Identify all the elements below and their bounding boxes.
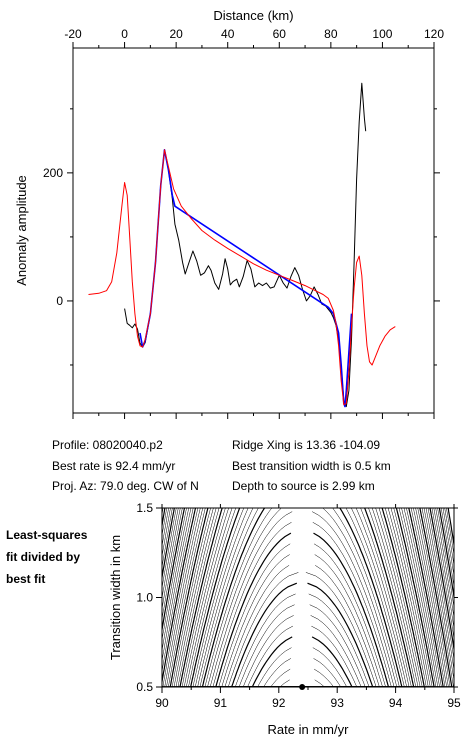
misfit-contour (201, 508, 403, 687)
x-tick-label: 60 (273, 27, 287, 41)
x-tick-label: 80 (324, 27, 338, 41)
source-depth-label: Depth to source is 2.99 km (232, 479, 375, 493)
model-fit-line (139, 149, 353, 408)
x-tick-label: 0 (121, 27, 128, 41)
y-tick-label: 0.5 (136, 680, 153, 694)
misfit-contour (162, 508, 454, 687)
misfit-contour (235, 593, 370, 687)
misfit-contour (221, 554, 383, 687)
x-axis-label: Distance (km) (213, 8, 293, 23)
misfit-contour (192, 508, 412, 687)
misfit-contour (162, 508, 446, 687)
contour-description-line: best fit (6, 572, 46, 586)
misfit-contour (215, 532, 390, 687)
misfit-contour (162, 508, 454, 687)
synthetic-model-line (88, 149, 396, 406)
x-tick-label: -20 (64, 27, 82, 41)
misfit-contour (162, 508, 449, 687)
misfit-contour (199, 508, 405, 687)
misfit-contour (263, 658, 342, 687)
misfit-contour (197, 508, 408, 687)
misfit-contour (227, 572, 377, 687)
misfit-contour (162, 508, 454, 687)
misfit-contour (173, 508, 431, 687)
misfit-contour (177, 508, 427, 687)
y-tick-label: 0 (56, 294, 63, 308)
misfit-contour (162, 508, 454, 687)
misfit-contour (194, 508, 410, 687)
misfit-contour (162, 508, 451, 687)
projection-azimuth-label: Proj. Az: 79.0 deg. CW of N (52, 479, 199, 493)
misfit-contour (175, 508, 429, 687)
misfit-contour (230, 582, 374, 687)
anomaly-profile-chart: -20 0 20 40 60 80 100 120 0 200 Distance (km) Anoma… (14, 8, 444, 419)
misfit-contour (162, 508, 453, 687)
misfit-contour (162, 508, 454, 687)
x-tick-label: 90 (155, 696, 169, 710)
misfit-contour (257, 647, 348, 687)
misfit-contour (207, 508, 398, 687)
misfit-contour (238, 604, 366, 687)
misfit-contour (251, 636, 353, 687)
misfit-contour (242, 615, 362, 687)
x-tick-label: 120 (424, 27, 444, 41)
misfit-contour (164, 508, 440, 687)
x-tick-label: 94 (389, 696, 403, 710)
x-tick-label: 20 (169, 27, 183, 41)
y-axis-label: Transition width in km (108, 535, 123, 660)
misfit-contour (162, 508, 447, 687)
x-tick-label: 40 (221, 27, 235, 41)
misfit-contour (179, 508, 425, 687)
contour-description: Least-squares fit divided by best fit (6, 524, 87, 590)
misfit-contour (162, 508, 454, 687)
y-axis-label: Anomaly amplitude (14, 175, 29, 286)
misfit-contour (279, 679, 325, 687)
contour-description-line: fit divided by (6, 550, 81, 564)
contour-description-line: Least-squares (6, 528, 88, 542)
y-tick-label: 1.0 (136, 591, 153, 605)
misfit-contour (190, 508, 415, 687)
observed-profile-line (124, 82, 367, 408)
misfit-contour (162, 508, 454, 687)
misfit-contour (186, 508, 419, 687)
x-tick-label: 93 (331, 696, 345, 710)
misfit-contour (204, 508, 400, 687)
misfit-contour (166, 508, 439, 687)
plot-frame (72, 47, 435, 414)
misfit-contour (162, 508, 454, 687)
y-tick-label: 1.5 (136, 501, 153, 515)
ridge-crossing-label: Ridge Xing is 13.36 -104.09 (232, 438, 381, 452)
misfit-contour (162, 508, 454, 687)
misfit-contour (169, 508, 435, 687)
misfit-contour-chart: 90 91 92 93 94 95 0.5 1.0 1.5 Rate in mm/yr Transi… (108, 501, 461, 737)
x-tick-label: 100 (372, 27, 392, 41)
misfit-contour (168, 508, 437, 687)
x-tick-label: 92 (272, 696, 286, 710)
misfit-contour (209, 511, 395, 687)
misfit-contour (270, 668, 335, 687)
best-fit-point (299, 684, 306, 690)
misfit-contour (162, 508, 454, 687)
misfit-contour (218, 543, 386, 687)
transition-width-label: Best transition width is 0.5 km (232, 459, 391, 473)
x-tick-label: 95 (447, 696, 461, 710)
misfit-contour (162, 508, 442, 687)
y-tick-label: 200 (43, 166, 63, 180)
misfit-contour (181, 508, 423, 687)
misfit-contour (224, 565, 380, 687)
misfit-contour (247, 625, 358, 687)
profile-label: Profile: 08020040.p2 (52, 438, 163, 452)
misfit-contour (171, 508, 433, 687)
misfit-contour (162, 508, 454, 687)
misfit-contour (188, 508, 417, 687)
misfit-contour (183, 508, 421, 687)
misfit-contour (212, 522, 392, 687)
best-rate-label: Best rate is 92.4 mm/yr (52, 459, 176, 473)
misfit-contour (162, 508, 444, 687)
x-axis-label: Rate in mm/yr (268, 722, 350, 737)
x-tick-label: 91 (214, 696, 228, 710)
contour-lines (162, 508, 454, 687)
misfit-contour (162, 508, 454, 687)
